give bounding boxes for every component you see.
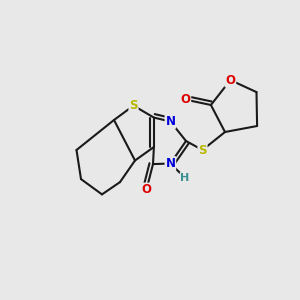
Text: O: O <box>141 183 152 196</box>
Text: N: N <box>165 157 176 170</box>
Text: N: N <box>165 115 176 128</box>
Text: O: O <box>225 74 236 87</box>
Text: O: O <box>180 93 190 106</box>
Text: S: S <box>129 99 138 112</box>
Text: S: S <box>198 143 207 157</box>
Text: H: H <box>181 173 190 183</box>
